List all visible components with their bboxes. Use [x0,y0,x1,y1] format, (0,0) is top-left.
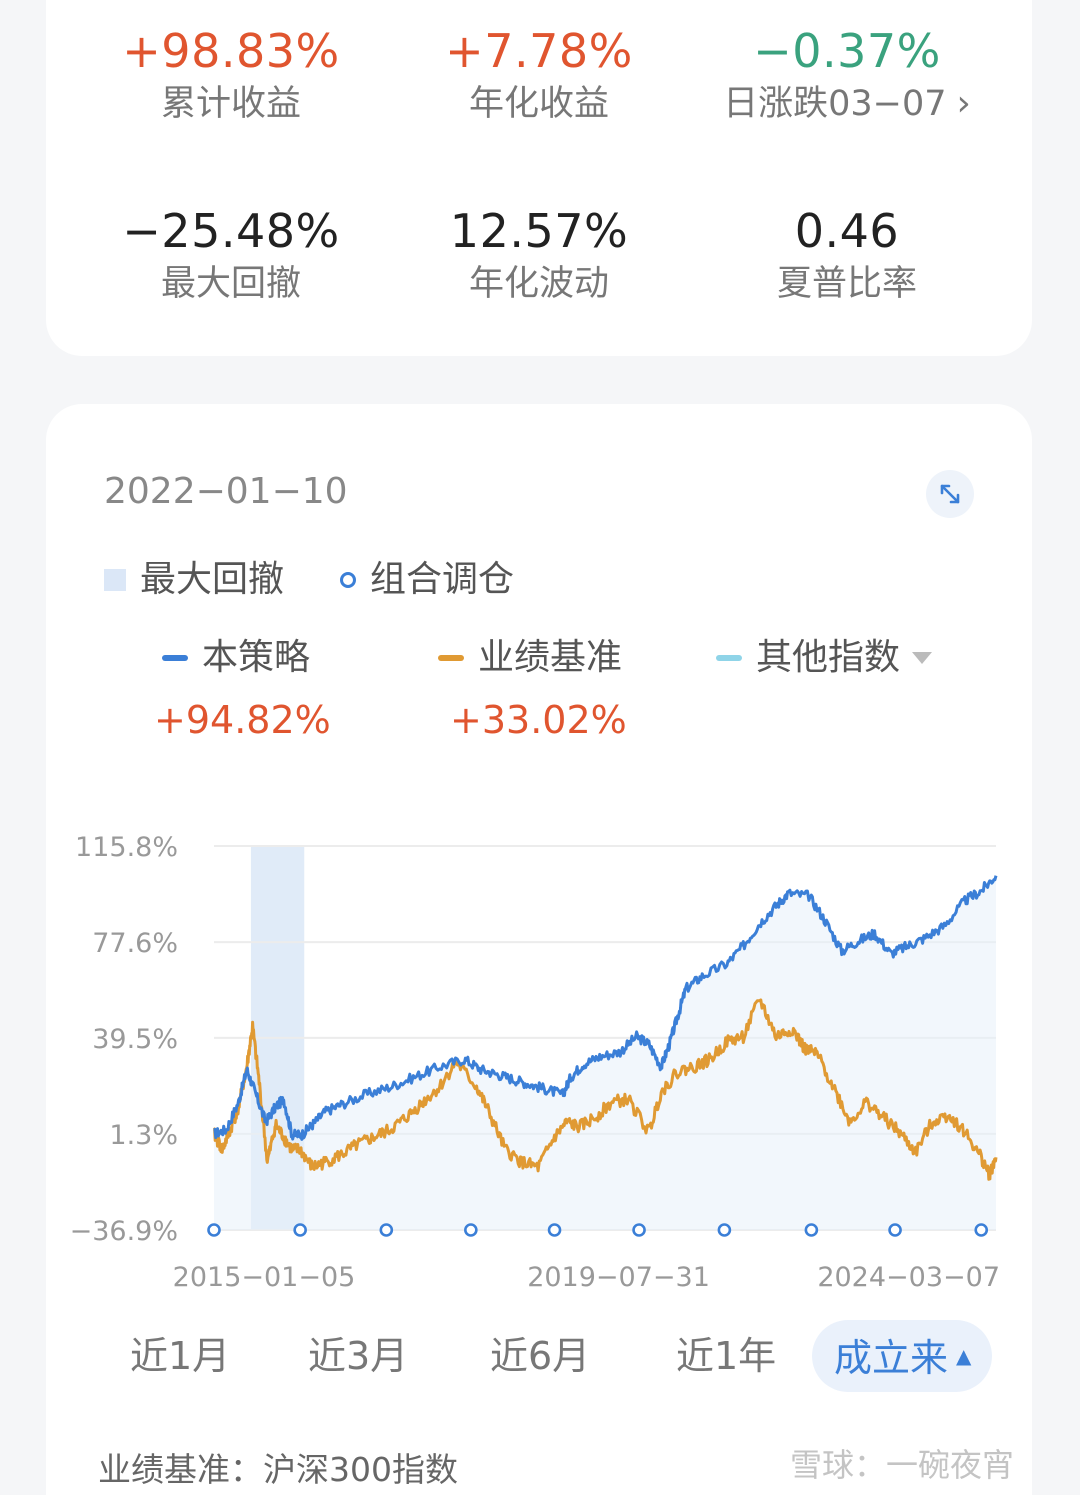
y-tick-label: −36.9% [70,1216,178,1247]
tab-since-inception-label: 成立来 [834,1336,949,1380]
legend-strategy[interactable]: 本策略 [162,636,310,680]
legend-strategy-label: 本策略 [202,637,311,678]
tab-since-inception[interactable]: 成立来 ▲ [834,1330,971,1384]
tab-6-months[interactable]: 近6月 [490,1334,591,1378]
drawdown-swatch [104,569,126,591]
annualized-volatility-label: 年化波动 [468,264,609,304]
legend-rebalance-label: 组合调仓 [370,559,515,600]
tab-1-month[interactable]: 近1月 [130,1334,231,1378]
x-tick-label: 2015−01−05 [173,1262,356,1293]
performance-chart[interactable]: 115.8% 77.6% 39.5% 1.3% −36.9% 2015−01−05 2019… [0,0,1080,1320]
cumulative-return-label: 累计收益 [160,84,301,124]
sharpe-ratio: 0.46 夏普比率 [682,204,1012,306]
daily-change[interactable]: −0.37% 日涨跌03−07 › [682,24,1012,126]
chevron-right-icon[interactable]: › [956,83,971,124]
annualized-return-label: 年化收益 [468,84,609,124]
benchmark-line [212,998,998,1181]
rebalance-marker [888,1223,902,1237]
rebalance-marker [974,1223,989,1237]
rebalance-marker [547,1223,562,1237]
strategy-line [213,875,998,1141]
rebalance-marker [717,1223,732,1237]
cumulative-return: +98.83% 累计收益 [66,24,396,126]
sharpe-ratio-value: 0.46 [794,204,900,258]
sharpe-ratio-label: 夏普比率 [776,264,917,304]
legend-other-index-label: 其他指数 [756,637,901,678]
benchmark-return: +33.02% [450,698,627,742]
tab-3-months[interactable]: 近3月 [308,1334,409,1378]
legend-drawdown-label: 最大回撤 [140,559,285,600]
other-index-swatch [716,655,742,661]
y-tick-label: 115.8% [75,832,178,863]
caret-up-icon: ▲ [956,1344,972,1368]
daily-change-value: −0.37% [753,24,941,78]
rebalance-marker [379,1223,394,1237]
expand-arrows-icon [940,484,960,504]
rebalance-marker-icon [340,572,356,588]
cumulative-return-value: +98.83% [122,24,340,78]
caret-down-icon [912,652,933,664]
y-tick-label: 39.5% [92,1024,178,1055]
max-drawdown: −25.48% 最大回撤 [66,204,396,306]
strategy-area [214,875,996,1230]
rebalance-marker [293,1223,307,1237]
x-tick-label: 2019−07−31 [527,1262,710,1293]
selected-date: 2022−01−10 [104,471,348,512]
strategy-return: +94.82% [154,698,331,742]
y-tick-label: 77.6% [92,928,178,959]
legend-rebalance: 组合调仓 [340,558,514,602]
benchmark-swatch [438,655,464,661]
expand-button[interactable] [926,470,974,518]
rebalance-marker [207,1223,221,1237]
annualized-return: +7.78% 年化收益 [374,24,704,126]
benchmark-note: 业绩基准：沪深300指数 [98,1450,458,1489]
rebalance-marker [632,1223,646,1237]
legend-benchmark-label: 业绩基准 [478,637,623,678]
y-tick-label: 1.3% [109,1120,178,1151]
legend-other-index[interactable]: 其他指数 [716,636,934,680]
annualized-volatility: 12.57% 年化波动 [374,204,704,306]
legend-drawdown: 最大回撤 [104,558,284,602]
watermark: 雪球：一碗夜宵 [790,1446,1015,1484]
x-tick-label: 2024−03−07 [817,1262,1000,1293]
rebalance-marker [464,1223,478,1237]
annualized-return-value: +7.78% [445,24,633,78]
metrics-card [46,0,1032,356]
max-drawdown-value: −25.48% [122,204,340,258]
rebalance-marker [804,1223,819,1237]
max-drawdown-label: 最大回撤 [160,264,301,304]
daily-change-label: 日涨跌03−07 [723,84,947,124]
strategy-swatch [162,655,188,661]
annualized-volatility-value: 12.57% [449,204,629,258]
daily-change-label-row: 日涨跌03−07 › [682,82,1012,126]
tab-1-year[interactable]: 近1年 [676,1334,777,1378]
active-tab-highlight [812,1320,992,1392]
legend-benchmark[interactable]: 业绩基准 [438,636,622,680]
